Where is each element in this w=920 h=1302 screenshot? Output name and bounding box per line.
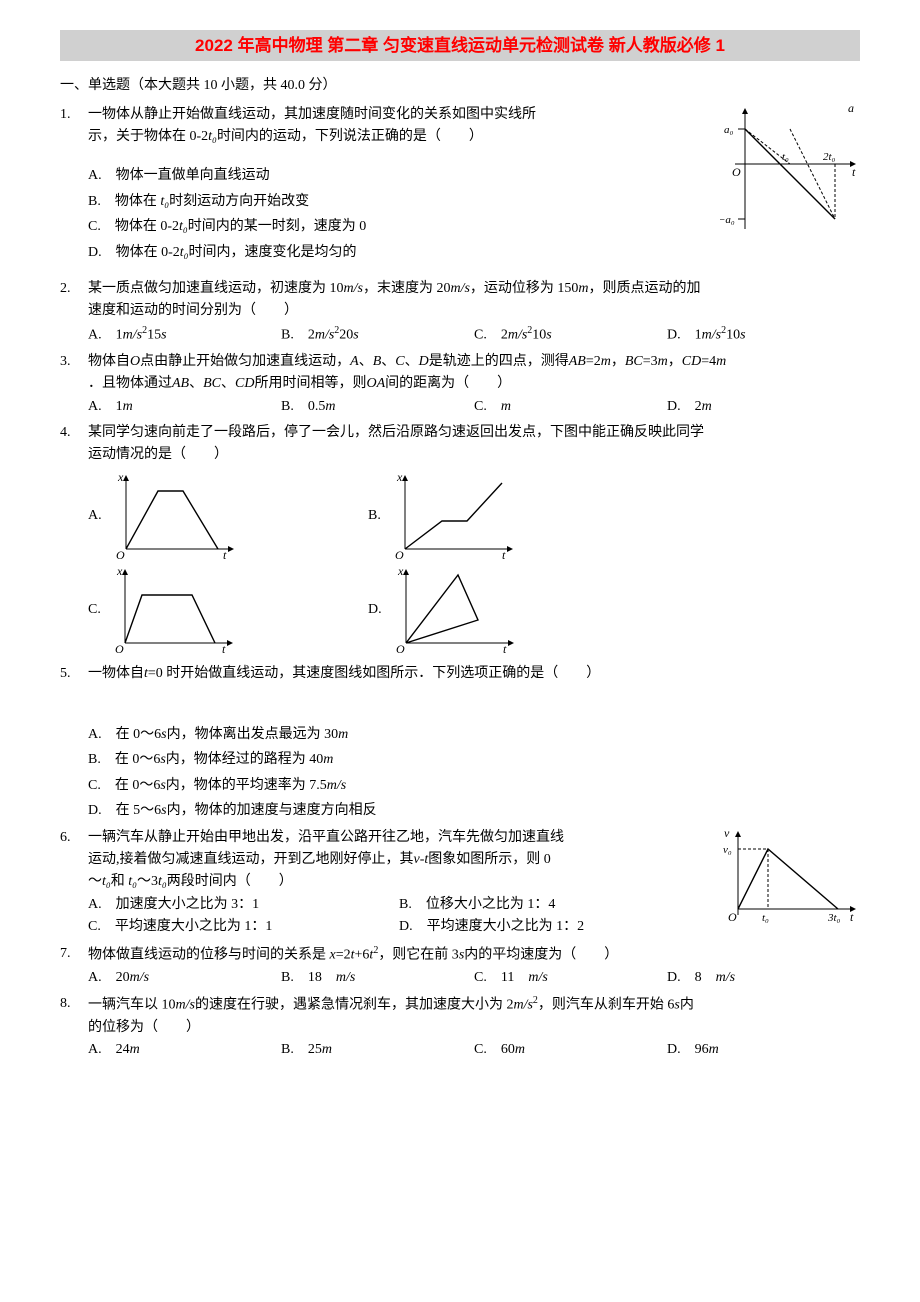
q7-options: A. 20m/s B. 18 m/s C. 11 m/s D. 8 m/s — [88, 967, 860, 989]
svg-text:a: a — [848, 104, 854, 115]
svg-text:t: t — [850, 910, 854, 924]
q1-figure: a O t a₀ −a₀ t₀ 2t₀ — [720, 104, 860, 234]
svg-text:x: x — [117, 471, 124, 484]
q2-opt-d: D. 1m/s210s — [667, 323, 860, 347]
qnum: 2. — [60, 278, 88, 300]
q6-opt-d: D. 平均速度大小之比为 1：2 — [399, 916, 710, 938]
svg-text:t: t — [852, 165, 856, 179]
q8-opt-c: C. 60m — [474, 1039, 667, 1061]
question-5: 5. 一物体自t=0 时开始做直线运动，其速度图线如图所示．下列选项正确的是（ … — [60, 663, 860, 823]
q2-opt-c: C. 2m/s210s — [474, 323, 667, 347]
q4-label-b: B. — [368, 505, 381, 527]
svg-text:3t₀: 3t₀ — [827, 912, 841, 924]
q8-opt-d: D. 96m — [667, 1039, 860, 1061]
qnum: 3. — [60, 351, 88, 373]
svg-text:O: O — [732, 165, 741, 179]
q1-opt-d: D. 物体在 0-2t₀时间内，速度变化是均匀的 — [88, 242, 860, 264]
q4-graph-d: x O t — [388, 565, 518, 655]
svg-text:t: t — [503, 642, 507, 655]
q8-options: A. 24m B. 25m C. 60m D. 96m — [88, 1039, 860, 1061]
q6-opt-c: C. 平均速度大小之比为 1：1 — [88, 916, 399, 938]
q3-opt-c: C. m — [474, 396, 667, 418]
svg-text:t₀: t₀ — [782, 151, 789, 163]
q5-opt-d: D. 在 5～6s内，物体的加速度与速度方向相反 — [88, 800, 860, 822]
qnum: 5. — [60, 663, 88, 685]
q8-opt-b: B. 25m — [281, 1039, 474, 1061]
svg-text:O: O — [116, 548, 125, 561]
q2-opt-a: A. 1m/s215s — [88, 323, 281, 347]
svg-text:O: O — [728, 910, 737, 924]
q7-opt-d: D. 8 m/s — [667, 967, 860, 989]
q2-opt-b: B. 2m/s220s — [281, 323, 474, 347]
q7-text: 物体做直线运动的位移与时间的关系是 x=2t+6t2，则它在前 3s内的平均速度… — [88, 943, 860, 967]
page-title: 2022 年高中物理 第二章 匀变速直线运动单元检测试卷 新人教版必修 1 — [60, 30, 860, 61]
svg-text:O: O — [115, 642, 124, 655]
svg-text:t: t — [223, 548, 227, 561]
svg-text:x: x — [397, 565, 404, 578]
q2-options: A. 1m/s215s B. 2m/s220s C. 2m/s210s D. 1… — [88, 323, 860, 347]
q6-options: A. 加速度大小之比为 3：1 B. 位移大小之比为 1：4 C. 平均速度大小… — [88, 894, 710, 939]
question-8: 8. 一辆汽车以 10m/s的速度在行驶，遇紧急情况刹车，其加速度大小为 2m/… — [60, 993, 860, 1062]
svg-text:O: O — [395, 548, 404, 561]
q3-text-l2: ．且物体通过AB、BC、CD所用时间相等，则OA间的距离为（ ） — [88, 373, 860, 395]
svg-text:x: x — [116, 565, 123, 578]
question-3: 3. 物体自O点由静止开始做匀加速直线运动，A、B、C、D是轨迹上的四点，测得A… — [60, 351, 860, 418]
q4-graph-b: x O t — [387, 471, 517, 561]
q6-opt-b: B. 位移大小之比为 1：4 — [399, 894, 710, 916]
qnum: 4. — [60, 422, 88, 444]
q4-label-a: A. — [88, 505, 102, 527]
q7-opt-b: B. 18 m/s — [281, 967, 474, 989]
q2-text: 某一质点做匀加速直线运动，初速度为 10m/s，末速度为 20m/s，运动位移为… — [88, 278, 860, 300]
q7-opt-a: A. 20m/s — [88, 967, 281, 989]
q4-graph-c: x O t — [107, 565, 237, 655]
section-header: 一、单选题（本大题共 10 小题，共 40.0 分） — [60, 75, 860, 97]
q6-figure: v v₀ O t t₀ 3t₀ — [720, 827, 860, 927]
q5-text: 一物体自t=0 时开始做直线运动，其速度图线如图所示．下列选项正确的是（ ） — [88, 663, 860, 685]
svg-text:t: t — [502, 548, 506, 561]
svg-text:x: x — [396, 471, 403, 484]
q3-opt-d: D. 2m — [667, 396, 860, 418]
question-4: 4. 某同学匀速向前走了一段路后，停了一会儿，然后沿原路匀速返回出发点，下图中能… — [60, 422, 860, 659]
q8-text: 一辆汽车以 10m/s的速度在行驶，遇紧急情况刹车，其加速度大小为 2m/s2，… — [88, 993, 860, 1017]
q4-label-d: D. — [368, 599, 382, 621]
svg-text:v₀: v₀ — [723, 844, 732, 856]
qnum: 7. — [60, 943, 88, 965]
qnum: 1. — [60, 104, 88, 126]
q5-opt-a: A. 在 0～6s内，物体离出发点最远为 30m — [88, 724, 860, 746]
svg-text:O: O — [396, 642, 405, 655]
q5-opt-c: C. 在 0～6s内，物体的平均速率为 7.5m/s — [88, 775, 860, 797]
svg-text:−a₀: −a₀ — [720, 214, 735, 226]
q4-text2: 运动情况的是（ ） — [88, 444, 860, 466]
q8-opt-a: A. 24m — [88, 1039, 281, 1061]
q6-opt-a: A. 加速度大小之比为 3：1 — [88, 894, 399, 916]
q4-label-c: C. — [88, 599, 101, 621]
question-1: 1. a O t a₀ −a₀ t₀ 2t₀ 一物体从静止开始做 — [60, 104, 860, 264]
q4-graph-a: x O t — [108, 471, 238, 561]
q2-text-l2: 速度和运动的时间分别为（ ） — [88, 300, 860, 322]
svg-text:a₀: a₀ — [724, 124, 734, 136]
question-6: 6. v v₀ O t t₀ 3t₀ 一辆汽车从静止开始由甲地出发，沿平直公路开… — [60, 827, 860, 939]
svg-text:2t₀: 2t₀ — [823, 151, 836, 163]
q8-text-l2: 的位移为（ ） — [88, 1017, 860, 1039]
question-2: 2. 某一质点做匀加速直线运动，初速度为 10m/s，末速度为 20m/s，运动… — [60, 278, 860, 347]
question-7: 7. 物体做直线运动的位移与时间的关系是 x=2t+6t2，则它在前 3s内的平… — [60, 943, 860, 989]
q7-opt-c: C. 11 m/s — [474, 967, 667, 989]
q3-text: 物体自O点由静止开始做匀加速直线运动，A、B、C、D是轨迹上的四点，测得AB=2… — [88, 351, 860, 373]
q3-options: A. 1m B. 0.5m C. m D. 2m — [88, 396, 860, 418]
q3-opt-b: B. 0.5m — [281, 396, 474, 418]
svg-text:v: v — [724, 827, 730, 840]
svg-text:t: t — [222, 642, 226, 655]
svg-text:t₀: t₀ — [762, 912, 769, 924]
qnum: 6. — [60, 827, 88, 849]
qnum: 8. — [60, 993, 88, 1015]
q5-opt-b: B. 在 0～6s内，物体经过的路程为 40m — [88, 749, 860, 771]
q4-text: 某同学匀速向前走了一段路后，停了一会儿，然后沿原路匀速返回出发点，下图中能正确反… — [88, 422, 860, 444]
q3-opt-a: A. 1m — [88, 396, 281, 418]
